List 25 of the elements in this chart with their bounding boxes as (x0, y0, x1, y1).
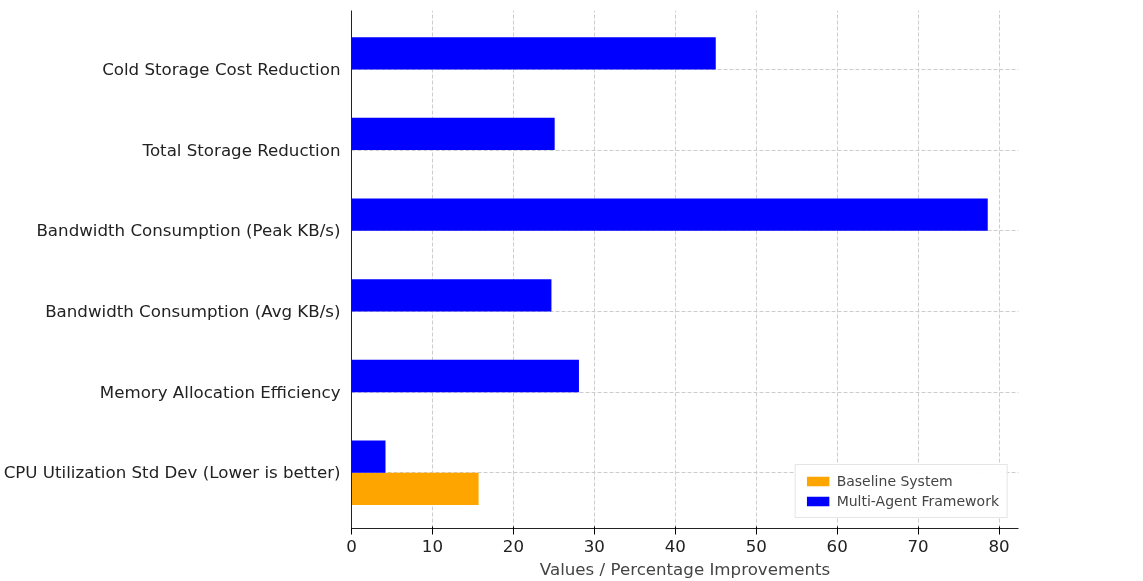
y-tick-label: CPU Utilization Std Dev (Lower is better) (3, 463, 341, 483)
bar (351, 198, 988, 231)
x-tick-label: 60 (826, 536, 848, 556)
y-tick-label: Bandwidth Consumption (Avg KB/s) (45, 301, 341, 321)
y-tick-label: Bandwidth Consumption (Peak KB/s) (36, 221, 341, 241)
y-tick-label: Memory Allocation Efficiency (99, 382, 341, 402)
x-tick-label: 50 (745, 536, 767, 556)
x-tick-label: 80 (988, 536, 1010, 556)
x-tick-label: 70 (907, 536, 929, 556)
x-tick-label: 30 (583, 536, 605, 556)
bar (351, 472, 479, 506)
bar (351, 37, 716, 70)
y-tick-label: Cold Storage Cost Reduction (102, 59, 341, 79)
legend-label: Baseline System (836, 473, 953, 489)
y-tick-label: Total Storage Reduction (141, 140, 341, 160)
x-tick-label: 40 (664, 536, 686, 556)
x-tick-label: 0 (346, 536, 357, 556)
bar (351, 440, 386, 473)
bar (351, 117, 555, 151)
legend-label: Multi-Agent Framework (836, 493, 999, 509)
x-tick-label: 20 (502, 536, 524, 556)
bar (351, 279, 552, 312)
x-tick-label: 10 (421, 536, 444, 556)
bar (351, 359, 579, 393)
x-axis-title: Values / Percentage Improvements (539, 559, 831, 579)
